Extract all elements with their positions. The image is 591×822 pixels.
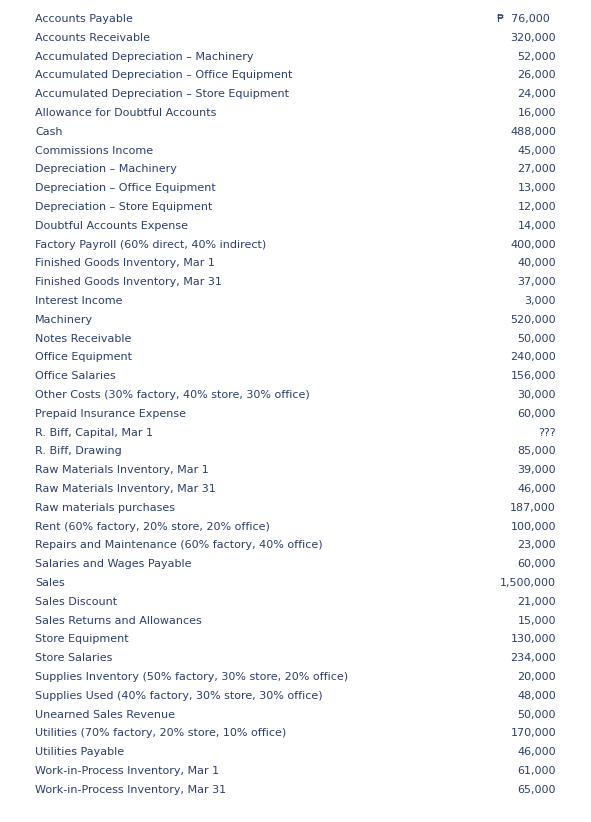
Text: Utilities Payable: Utilities Payable [35,747,124,757]
Text: 26,000: 26,000 [517,71,556,81]
Text: Other Costs (30% factory, 40% store, 30% office): Other Costs (30% factory, 40% store, 30%… [35,390,310,400]
Text: 48,000: 48,000 [517,690,556,701]
Text: 130,000: 130,000 [511,635,556,644]
Text: Supplies Used (40% factory, 30% store, 30% office): Supplies Used (40% factory, 30% store, 3… [35,690,323,701]
Text: 170,000: 170,000 [511,728,556,738]
Text: 16,000: 16,000 [518,108,556,118]
Text: 3,000: 3,000 [524,296,556,306]
Text: Supplies Inventory (50% factory, 30% store, 20% office): Supplies Inventory (50% factory, 30% sto… [35,672,348,682]
Text: 40,000: 40,000 [517,258,556,269]
Text: R. Biff, Drawing: R. Biff, Drawing [35,446,122,456]
Text: 1,500,000: 1,500,000 [500,578,556,588]
Text: 20,000: 20,000 [517,672,556,682]
Text: Depreciation – Office Equipment: Depreciation – Office Equipment [35,183,216,193]
Text: R. Biff, Capital, Mar 1: R. Biff, Capital, Mar 1 [35,427,153,437]
Text: Finished Goods Inventory, Mar 1: Finished Goods Inventory, Mar 1 [35,258,215,269]
Text: 320,000: 320,000 [511,33,556,43]
Text: Sales Discount: Sales Discount [35,597,117,607]
Text: 45,000: 45,000 [517,145,556,155]
Text: Salaries and Wages Payable: Salaries and Wages Payable [35,559,191,569]
Text: Finished Goods Inventory, Mar 31: Finished Goods Inventory, Mar 31 [35,277,222,287]
Text: 12,000: 12,000 [517,202,556,212]
Text: 46,000: 46,000 [517,747,556,757]
Text: 61,000: 61,000 [518,766,556,776]
Text: Store Equipment: Store Equipment [35,635,129,644]
Text: 15,000: 15,000 [518,616,556,626]
Text: Commissions Income: Commissions Income [35,145,153,155]
Text: 46,000: 46,000 [517,484,556,494]
Text: 23,000: 23,000 [517,540,556,551]
Text: 65,000: 65,000 [518,785,556,795]
Text: Store Salaries: Store Salaries [35,653,112,663]
Text: 60,000: 60,000 [518,409,556,418]
Text: 520,000: 520,000 [511,315,556,325]
Text: Raw Materials Inventory, Mar 1: Raw Materials Inventory, Mar 1 [35,465,209,475]
Text: 60,000: 60,000 [518,559,556,569]
Text: Interest Income: Interest Income [35,296,122,306]
Text: 14,000: 14,000 [517,221,556,231]
Text: 50,000: 50,000 [518,334,556,344]
Text: Depreciation – Machinery: Depreciation – Machinery [35,164,177,174]
Text: Factory Payroll (60% direct, 40% indirect): Factory Payroll (60% direct, 40% indirec… [35,239,267,250]
Text: Repairs and Maintenance (60% factory, 40% office): Repairs and Maintenance (60% factory, 40… [35,540,323,551]
Text: Accounts Receivable: Accounts Receivable [35,33,150,43]
Text: Machinery: Machinery [35,315,93,325]
Text: Office Salaries: Office Salaries [35,372,116,381]
Text: 187,000: 187,000 [510,503,556,513]
Text: Doubtful Accounts Expense: Doubtful Accounts Expense [35,221,188,231]
Text: 30,000: 30,000 [518,390,556,400]
Text: Allowance for Doubtful Accounts: Allowance for Doubtful Accounts [35,108,216,118]
Text: 21,000: 21,000 [517,597,556,607]
Text: 39,000: 39,000 [517,465,556,475]
Text: Accounts Payable: Accounts Payable [35,14,133,24]
Text: ???: ??? [538,427,556,437]
Text: Sales: Sales [35,578,65,588]
Text: Notes Receivable: Notes Receivable [35,334,131,344]
Text: Prepaid Insurance Expense: Prepaid Insurance Expense [35,409,186,418]
Text: Accumulated Depreciation – Machinery: Accumulated Depreciation – Machinery [35,52,254,62]
Text: Sales Returns and Allowances: Sales Returns and Allowances [35,616,202,626]
Text: 400,000: 400,000 [511,239,556,250]
Text: Work-in-Process Inventory, Mar 31: Work-in-Process Inventory, Mar 31 [35,785,226,795]
Text: 240,000: 240,000 [510,353,556,363]
Text: 37,000: 37,000 [517,277,556,287]
Text: Raw Materials Inventory, Mar 31: Raw Materials Inventory, Mar 31 [35,484,216,494]
Text: Rent (60% factory, 20% store, 20% office): Rent (60% factory, 20% store, 20% office… [35,522,270,532]
Text: 13,000: 13,000 [518,183,556,193]
Text: ₱  76,000: ₱ 76,000 [497,14,550,24]
Text: 50,000: 50,000 [518,709,556,719]
Text: Raw materials purchases: Raw materials purchases [35,503,175,513]
Text: 234,000: 234,000 [510,653,556,663]
Text: 100,000: 100,000 [511,522,556,532]
Text: Accumulated Depreciation – Office Equipment: Accumulated Depreciation – Office Equipm… [35,71,293,81]
Text: 488,000: 488,000 [510,127,556,136]
Text: 85,000: 85,000 [517,446,556,456]
Text: Accumulated Depreciation – Store Equipment: Accumulated Depreciation – Store Equipme… [35,90,289,99]
Text: 27,000: 27,000 [517,164,556,174]
Text: Cash: Cash [35,127,63,136]
Text: Unearned Sales Revenue: Unearned Sales Revenue [35,709,175,719]
Text: Utilities (70% factory, 20% store, 10% office): Utilities (70% factory, 20% store, 10% o… [35,728,286,738]
Text: Work-in-Process Inventory, Mar 1: Work-in-Process Inventory, Mar 1 [35,766,219,776]
Text: 52,000: 52,000 [517,52,556,62]
Text: Depreciation – Store Equipment: Depreciation – Store Equipment [35,202,212,212]
Text: 24,000: 24,000 [517,90,556,99]
Text: Office Equipment: Office Equipment [35,353,132,363]
Text: 156,000: 156,000 [511,372,556,381]
